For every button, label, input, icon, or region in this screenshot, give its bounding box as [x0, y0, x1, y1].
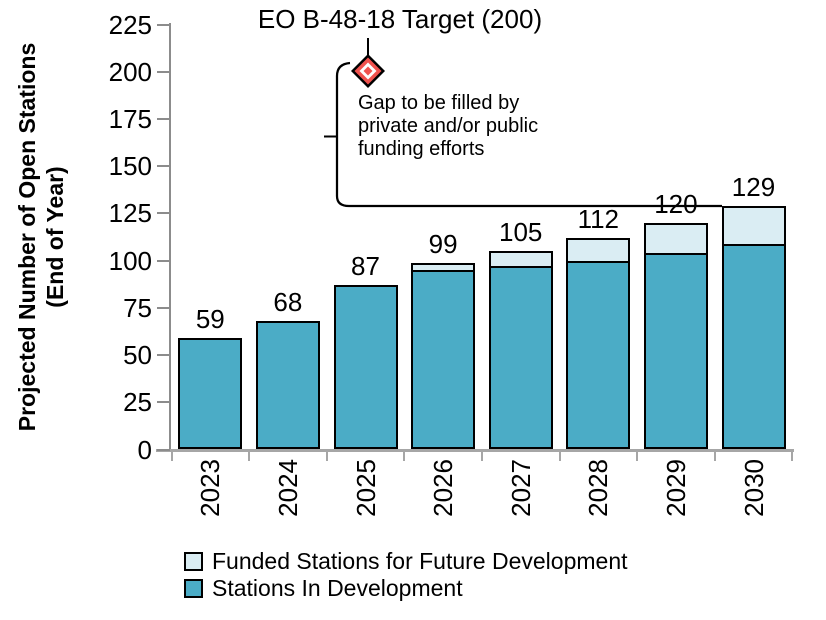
- y-tick-label: 125: [108, 198, 152, 229]
- x-axis-line: [156, 449, 794, 452]
- bar-segment-in-development: [566, 260, 631, 450]
- x-axis-tick: [636, 452, 639, 461]
- legend-item-stations-in-development: Stations In Development: [184, 575, 628, 602]
- legend-item-funded-stations: Funded Stations for Future Development: [184, 548, 628, 575]
- y-axis-tick: [157, 70, 170, 73]
- y-axis-tick: [157, 354, 170, 357]
- target-diamond-marker: [351, 54, 385, 88]
- y-tick-label: 50: [123, 340, 152, 371]
- bar-total-label: 120: [654, 188, 698, 219]
- x-axis-tick: [791, 452, 794, 461]
- x-axis-tick: [325, 452, 328, 461]
- bar-total-label: 112: [577, 203, 620, 234]
- y-tick-label: 175: [108, 103, 152, 134]
- y-tick-label: 150: [108, 151, 152, 182]
- x-axis-tick: [403, 452, 406, 461]
- bar-total-label: 87: [351, 251, 380, 282]
- x-axis-tick: [713, 452, 716, 461]
- legend-label-in-development: Stations In Development: [212, 575, 463, 601]
- y-tick-label: 225: [108, 9, 152, 40]
- y-axis-tick: [157, 306, 170, 309]
- gap-annotation-line: Gap to be filled by: [358, 92, 520, 114]
- target-title: EO B-48-18 Target (200): [257, 4, 543, 34]
- bar-total-label: 59: [195, 304, 225, 335]
- y-axis-tick: [157, 212, 170, 215]
- bar-segment-funded: [643, 222, 708, 254]
- y-tick-label: 100: [108, 245, 152, 276]
- legend: Funded Stations for Future Development S…: [184, 548, 628, 602]
- bar-total-label: 129: [731, 171, 776, 202]
- bar-segment-funded: [566, 237, 631, 261]
- bar-segment-in-development: [178, 338, 243, 450]
- bar-total-label: 68: [273, 287, 303, 318]
- x-axis-tick: [248, 452, 251, 461]
- bar-segment-funded: [411, 262, 476, 271]
- y-axis-tick: [157, 448, 170, 451]
- x-axis-tick: [558, 452, 561, 461]
- bar-segment-in-development: [721, 243, 786, 450]
- gap-brace: [335, 61, 351, 208]
- bar-total-label: 99: [428, 228, 458, 259]
- y-axis-tick: [157, 259, 170, 262]
- bar-segment-in-development: [255, 321, 320, 450]
- gap-annotation-line: private and/or public: [358, 115, 539, 137]
- y-tick-label: 25: [123, 387, 152, 418]
- legend-label-funded: Funded Stations for Future Development: [212, 548, 628, 574]
- diamond-red-center: [363, 66, 373, 76]
- y-tick-label: 75: [123, 292, 152, 323]
- y-axis-tick: [157, 23, 170, 26]
- bar-segment-funded: [721, 205, 786, 244]
- bar-total-label: 105: [498, 217, 543, 248]
- y-tick-label: 0: [137, 434, 152, 465]
- bar-segment-in-development: [333, 285, 398, 450]
- y-axis-tick: [157, 165, 170, 168]
- gap-annotation-line: funding efforts: [358, 138, 485, 160]
- x-axis-tick: [480, 452, 483, 461]
- y-axis-tick: [157, 401, 170, 404]
- bar-segment-in-development: [488, 266, 553, 450]
- gap-annotation-text: Gap to be filled by private and/or public…: [358, 92, 588, 161]
- y-tick-label: 200: [108, 56, 152, 87]
- bar-segment-in-development: [643, 253, 708, 450]
- y-axis-tick: [157, 117, 170, 120]
- bar-segment-in-development: [411, 270, 476, 450]
- legend-swatch-in-development: [184, 579, 203, 598]
- legend-swatch-funded: [184, 552, 203, 571]
- y-axis-line: [169, 23, 171, 452]
- x-axis-tick: [170, 452, 173, 461]
- bar-segment-funded: [488, 251, 553, 267]
